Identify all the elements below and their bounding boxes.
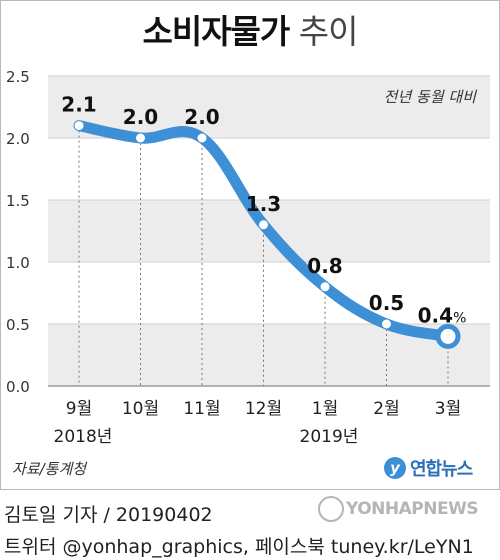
yonhap-logo-text: 연합뉴스 <box>410 459 473 480</box>
x-tick-label: 12월 <box>245 399 282 419</box>
data-point <box>197 133 207 143</box>
grid-band <box>48 76 490 138</box>
y-tick-label: 2.5 <box>6 68 30 86</box>
data-label-unit: % <box>453 310 466 326</box>
data-label: 2.1 <box>61 93 96 117</box>
data-label: 0.4% <box>418 303 467 327</box>
y-tick-label: 0.0 <box>6 378 30 396</box>
data-label: 0.5 <box>369 291 404 315</box>
x-tick-label: 3월 <box>435 399 461 419</box>
data-label: 0.8 <box>307 254 342 278</box>
line-chart: 0.0 0.5 1.0 1.5 2.0 2.5 2.1 2.0 2.0 1.3 0.8 0.5 0.4%… <box>6 68 490 447</box>
x-tick-label: 9월 <box>66 399 92 419</box>
year-label: 2018년 <box>54 427 113 447</box>
chart-note: 전년 동월 대비 <box>383 88 476 106</box>
data-label: 2.0 <box>184 105 219 129</box>
x-tick-label: 11월 <box>183 399 220 419</box>
data-label: 2.0 <box>123 105 158 129</box>
y-tick-label: 0.5 <box>6 316 30 334</box>
data-point <box>259 220 268 230</box>
x-tick-label: 10월 <box>122 399 159 419</box>
yonhap-logo: y 연합뉴스 <box>384 455 473 481</box>
data-point <box>382 319 391 329</box>
byline: 김토일 기자 / 20190402 <box>4 504 213 526</box>
data-point-last <box>435 323 461 349</box>
watermark-badge-icon <box>318 496 344 522</box>
social-credit: 트위터 @yonhap_graphics, 페이스북 tuney.kr/LeYN… <box>4 536 474 558</box>
watermark: YONHAPNEWS <box>318 496 479 522</box>
data-point <box>74 121 84 131</box>
y-tick-label: 1.0 <box>6 254 30 272</box>
x-tick-label: 2월 <box>373 399 399 419</box>
title-sub: 추이 <box>298 12 359 51</box>
data-label: 1.3 <box>246 192 281 216</box>
source-label: 자료/통계청 <box>12 460 87 478</box>
title-main: 소비자물가 <box>142 12 290 51</box>
y-tick-label: 2.0 <box>6 130 30 148</box>
yonhap-logo-icon: y <box>384 457 406 479</box>
y-tick-label: 1.5 <box>6 192 30 210</box>
x-tick-label: 1월 <box>312 399 338 419</box>
data-point <box>320 282 330 292</box>
watermark-text: YONHAPNEWS <box>346 499 479 519</box>
year-label: 2019년 <box>300 427 359 447</box>
chart-title: 소비자물가 추이 <box>0 12 500 52</box>
data-point <box>136 133 145 143</box>
